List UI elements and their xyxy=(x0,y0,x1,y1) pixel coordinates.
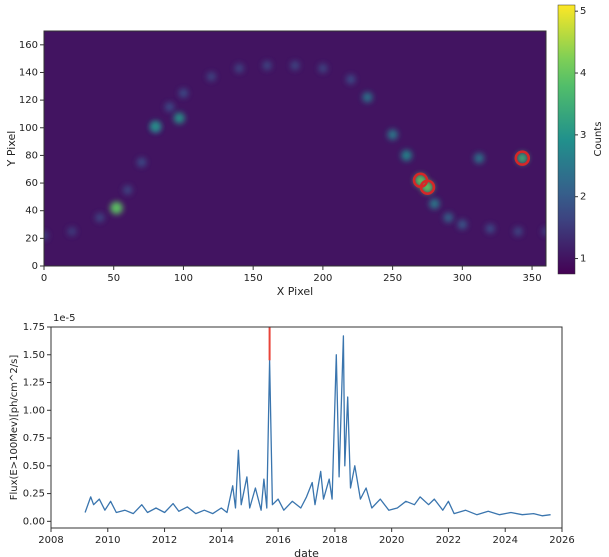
x-axis-label: X Pixel xyxy=(277,285,313,298)
source-marker xyxy=(514,150,531,166)
y-tick-label: 0.00 xyxy=(23,516,45,527)
y-tick-label: 120 xyxy=(19,95,38,106)
y-tick-label: 160 xyxy=(19,40,38,51)
x-tick-label: 50 xyxy=(107,273,120,284)
x-tick-label: 0 xyxy=(41,273,47,284)
x-tick-label: 2010 xyxy=(95,535,120,546)
count-blob xyxy=(485,223,495,234)
x-tick-label: 2026 xyxy=(549,535,574,546)
count-blob xyxy=(516,152,529,165)
y-tick-label: 60 xyxy=(25,178,38,189)
x-tick-label: 2012 xyxy=(152,535,177,546)
count-blob xyxy=(173,112,185,124)
y-tick-label: 0 xyxy=(32,261,38,272)
y-tick-label: 1.00 xyxy=(23,405,45,416)
count-blob xyxy=(362,92,373,103)
x-tick-label: 2014 xyxy=(209,535,234,546)
x-tick-label: 350 xyxy=(523,273,542,284)
colorbar-tick-label: 1 xyxy=(580,254,586,265)
source-marker xyxy=(419,179,436,195)
count-blob xyxy=(150,120,162,132)
count-blob xyxy=(136,157,147,168)
x-tick-label: 2008 xyxy=(38,535,63,546)
y-tick-label: 1.25 xyxy=(23,378,45,389)
y-axis-label: Y Pixel xyxy=(5,131,18,168)
count-blob xyxy=(401,149,412,161)
y-axis-label: Flux(E>100Mev)[ph/cm^2/s] xyxy=(9,355,20,501)
count-blob xyxy=(443,212,454,223)
count-blob xyxy=(206,71,216,82)
x-tick-label: 2024 xyxy=(492,535,517,546)
y-tick-label: 140 xyxy=(19,67,38,78)
axis-offset-label: 1e-5 xyxy=(53,313,76,324)
colorbar-label: Counts xyxy=(593,122,604,157)
count-blob xyxy=(44,231,49,241)
y-tick-label: 0.75 xyxy=(23,433,45,444)
x-tick-label: 300 xyxy=(453,273,472,284)
count-blob xyxy=(346,74,356,85)
plot-frame xyxy=(43,30,547,267)
count-blob xyxy=(290,60,300,71)
x-tick-label: 200 xyxy=(313,273,332,284)
count-blob xyxy=(234,63,244,73)
count-blob xyxy=(387,129,398,140)
x-tick-label: 250 xyxy=(383,273,402,284)
y-tick-label: 40 xyxy=(25,206,38,217)
count-blob xyxy=(262,60,272,71)
colorbar-tick-label: 3 xyxy=(580,130,586,141)
x-tick-label: 2016 xyxy=(265,535,290,546)
y-tick-label: 80 xyxy=(25,150,38,161)
x-tick-label: 2020 xyxy=(379,535,404,546)
count-blob xyxy=(473,152,485,164)
y-tick-label: 1.50 xyxy=(23,350,45,361)
x-axis-label: date xyxy=(294,547,319,557)
count-blob xyxy=(429,198,440,210)
colorbar-tick-label: 4 xyxy=(580,68,586,79)
flux-line xyxy=(84,335,551,517)
x-tick-label: 2022 xyxy=(436,535,461,546)
plot-frame xyxy=(50,326,563,529)
count-blob xyxy=(457,219,468,230)
count-blob xyxy=(95,212,105,223)
count-blob xyxy=(110,201,123,215)
y-tick-label: 1.75 xyxy=(23,322,45,333)
count-blob xyxy=(164,102,175,112)
colorbar-tick-label: 2 xyxy=(580,192,586,203)
count-blob xyxy=(123,185,133,195)
count-blob xyxy=(67,226,77,237)
y-tick-label: 0.50 xyxy=(23,461,45,472)
count-blob xyxy=(318,63,328,73)
colorbar-tick-label: 5 xyxy=(580,6,586,17)
count-blob xyxy=(541,226,546,237)
count-blob xyxy=(178,88,189,98)
x-tick-label: 100 xyxy=(174,273,193,284)
x-tick-label: 150 xyxy=(244,273,263,284)
y-tick-label: 0.25 xyxy=(23,489,45,500)
y-tick-label: 100 xyxy=(19,123,38,134)
y-tick-label: 20 xyxy=(25,233,38,244)
count-blob xyxy=(513,226,523,237)
x-tick-label: 2018 xyxy=(322,535,347,546)
colorbar xyxy=(557,4,576,275)
